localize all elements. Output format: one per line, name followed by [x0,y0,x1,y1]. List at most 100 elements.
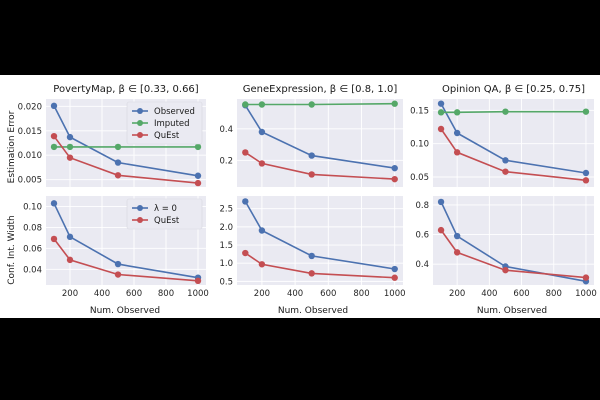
data-point [308,152,315,159]
data-point [437,198,445,206]
figure: Estimation Error Conf. Int. Width Num. O… [0,75,600,318]
series-line-0 [244,104,395,169]
x-tick-label: 200 [62,289,78,299]
data-point [437,109,445,116]
ylabel-bottom: Conf. Int. Width [7,215,17,285]
data-point [453,232,461,240]
y-tick-label: 0.010 [18,151,42,161]
legend-marker [137,108,143,114]
legend: Observed Imputed QuEst [126,101,203,145]
data-point [194,172,202,179]
series-line-1 [441,110,586,114]
data-point [437,125,445,133]
data-point [391,265,398,273]
data-point [242,198,249,205]
ylabel-top: Estimation Error [7,110,17,183]
x-tick-label: 200 [449,289,465,299]
legend-label: Observed [154,107,195,117]
legend-label: QuEst [154,131,180,141]
panel-top-left: 0.005 0.010 0.015 0.020 PovertyMap, β ∈ [0.3… [18,84,206,187]
series-line-0 [440,103,587,174]
data-point [258,101,266,108]
panel-title: Opinion QA, β ∈ [0.25, 0.75] [442,84,585,95]
data-point [582,177,590,184]
x-tick-label: 400 [287,289,303,299]
y-tick-label: 0.4 [415,260,429,270]
y-tick-label: 0.15 [410,106,429,116]
data-point [308,270,315,277]
data-point [258,128,266,136]
data-point [258,160,266,167]
xlabel-left: Num. Observed [90,306,160,316]
x-tick-label: 800 [353,289,369,299]
data-point [50,132,58,140]
xlabel-middle: Num. Observed [278,306,348,316]
legend-marker [137,217,143,223]
data-point [242,249,249,257]
panel-title: GeneExpression, β ∈ [0.8, 1.0] [243,84,398,95]
x-tick-label: 1000 [575,289,597,299]
data-point [308,171,315,178]
panel-top-middle: 0.2 0.4 GeneExpression, β ∈ [0.8, 1.0] [219,84,403,187]
data-point [114,159,122,166]
data-point [502,266,509,274]
x-tick-label: 400 [481,289,497,299]
y-tick-label: 0.6 [415,231,429,241]
xlabel-right: Num. Observed [477,306,547,316]
data-point [50,235,58,243]
legend-label: λ = 0 [154,204,177,214]
panel-title: PovertyMap, β ∈ [0.33, 0.66] [53,84,199,95]
data-point [114,172,122,179]
data-point [114,271,122,278]
x-tick-label: 600 [126,289,142,299]
x-tick-label: 200 [254,289,270,299]
data-point [453,249,461,256]
x-tick-label: 800 [158,289,174,299]
data-point [391,164,398,172]
y-tick-label: 0.10 [410,140,429,150]
panel-bottom-left: 200 400 600 800 1000 0.04 0.06 0.08 0.10 λ = 0 QuE… [23,196,209,299]
legend: λ = 0 QuEst [126,198,203,230]
plot-background [237,196,403,285]
y-tick-label: 0.10 [23,202,42,212]
series-line-0 [53,105,199,177]
y-tick-label: 0.08 [23,223,42,233]
data-point [582,108,590,115]
x-tick-label: 400 [94,289,110,299]
panel-top-right: 0.05 0.10 0.15 Opinion QA, β ∈ [0.25, 0.75] [410,84,594,187]
data-point [50,200,58,207]
series-line-2 [440,128,587,182]
data-point [50,102,58,110]
data-point [308,101,315,108]
data-point [66,256,74,264]
data-point [194,143,202,151]
data-point [114,143,122,151]
data-point [582,274,590,281]
y-tick-label: 0.4 [219,125,233,135]
y-tick-label: 1.0 [219,259,233,269]
figure-svg: Estimation Error Conf. Int. Width Num. O… [7,84,597,316]
data-point [194,277,202,285]
data-point [242,149,249,156]
data-point [391,274,398,281]
data-point [66,233,74,241]
data-point [66,154,74,161]
legend-box [126,101,203,145]
y-tick-label: 0.06 [23,244,42,254]
data-point [391,100,398,107]
series-line-1 [244,252,395,279]
legend-marker [137,132,143,138]
series-line-0 [53,202,199,279]
data-point [502,168,509,175]
series-line-2 [53,135,199,184]
data-point [258,261,266,268]
data-point [453,129,461,137]
legend-marker [137,205,143,211]
y-tick-label: 0.2 [219,156,233,166]
panel-bottom-right: 200 400 600 800 1000 0.4 0.6 0.8 [415,196,597,299]
data-point [453,149,461,156]
data-point [502,157,509,164]
data-point [194,179,202,187]
data-point [437,100,445,107]
data-point [242,101,249,108]
